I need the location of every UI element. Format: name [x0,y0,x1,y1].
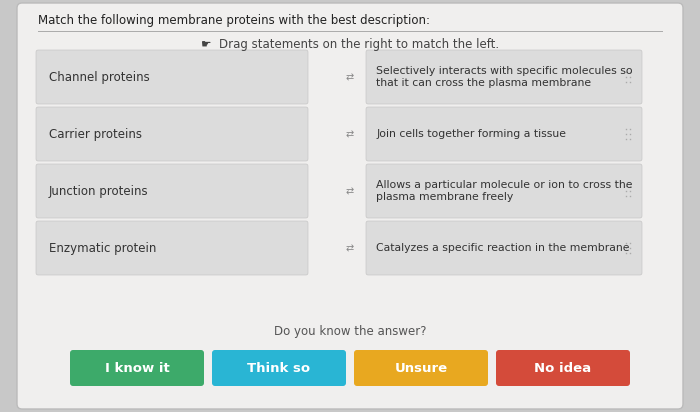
Text: Think so: Think so [247,361,311,375]
Text: ⇄: ⇄ [346,72,354,82]
Text: Selectively interacts with specific molecules so
that it can cross the plasma me: Selectively interacts with specific mole… [376,66,633,88]
FancyBboxPatch shape [36,50,308,104]
FancyBboxPatch shape [366,107,642,161]
Text: ⇄: ⇄ [346,243,354,253]
Text: I know it: I know it [104,361,169,375]
FancyBboxPatch shape [354,350,488,386]
FancyBboxPatch shape [212,350,346,386]
FancyBboxPatch shape [366,50,642,104]
Text: Unsure: Unsure [394,361,447,375]
FancyBboxPatch shape [366,221,642,275]
Text: Join cells together forming a tissue: Join cells together forming a tissue [376,129,566,139]
FancyBboxPatch shape [17,3,683,409]
Text: ☛  Drag statements on the right to match the left.: ☛ Drag statements on the right to match … [201,38,499,51]
FancyBboxPatch shape [36,221,308,275]
Text: No idea: No idea [534,361,592,375]
Text: Catalyzes a specific reaction in the membrane: Catalyzes a specific reaction in the mem… [376,243,629,253]
Text: Enzymatic protein: Enzymatic protein [49,241,156,255]
Text: Junction proteins: Junction proteins [49,185,148,197]
Text: Allows a particular molecule or ion to cross the
plasma membrane freely: Allows a particular molecule or ion to c… [376,180,633,202]
FancyBboxPatch shape [366,164,642,218]
FancyBboxPatch shape [70,350,204,386]
Text: ⇄: ⇄ [346,186,354,196]
Text: Carrier proteins: Carrier proteins [49,127,142,140]
FancyBboxPatch shape [36,164,308,218]
FancyBboxPatch shape [36,107,308,161]
Text: Do you know the answer?: Do you know the answer? [274,325,426,339]
Text: Match the following membrane proteins with the best description:: Match the following membrane proteins wi… [38,14,430,27]
Text: Channel proteins: Channel proteins [49,70,150,84]
FancyBboxPatch shape [496,350,630,386]
Text: ⇄: ⇄ [346,129,354,139]
